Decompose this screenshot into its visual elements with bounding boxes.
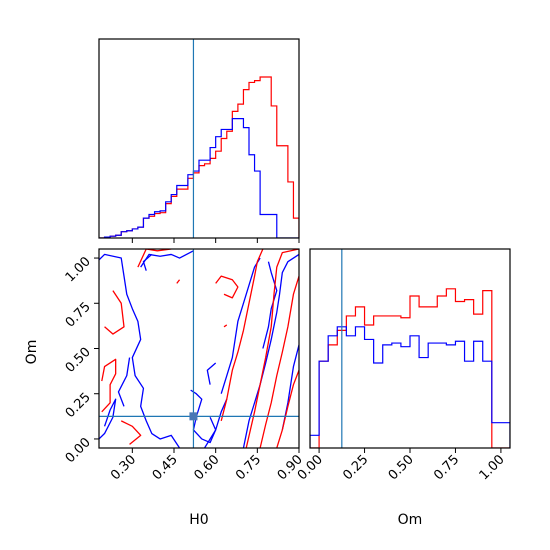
contour-line-blue	[140, 250, 194, 268]
contour-panel-h0-om: 0.30 0.45 0.60 0.75 0.900.000.250.500.751.00	[63, 248, 306, 483]
plot-area	[99, 249, 299, 448]
histogram-series-red	[99, 76, 299, 238]
histogram-panel-om: 0.00 0.25 0.50 0.75 1.00	[295, 248, 511, 483]
histogram-series-blue	[310, 326, 510, 448]
contour-line-red	[259, 275, 299, 448]
x-tick-label: 0.75	[233, 452, 264, 483]
contour-line-red	[176, 279, 181, 284]
axes-frame	[309, 248, 511, 449]
contour-line-red	[137, 249, 172, 268]
x-tick-label: 1.00	[477, 452, 508, 483]
y-tick-label: 0.25	[63, 390, 94, 421]
contour-line-blue	[142, 253, 153, 271]
x-axis-label-om: Om	[398, 512, 423, 528]
contour-line-blue	[220, 257, 261, 394]
contour-line-blue	[99, 253, 181, 448]
y-tick-label: 0.75	[63, 299, 94, 330]
contour-line-red	[215, 275, 239, 299]
contour-line-red	[104, 290, 125, 335]
histogram-series-red	[310, 288, 510, 448]
contour-line-red	[276, 369, 299, 448]
y-axis-label-om: Om	[24, 340, 40, 365]
plot-area	[99, 39, 299, 238]
contour-line-red	[245, 249, 299, 448]
x-tick-label: 0.25	[340, 452, 371, 483]
x-tick-label: 0.60	[191, 452, 222, 483]
x-tick-label: 0.30	[108, 452, 139, 483]
x-tick-label: 0.75	[431, 452, 462, 483]
x-tick-label: 0.50	[386, 452, 417, 483]
x-axis-label-h0: H0	[189, 512, 208, 528]
truth-marker	[189, 412, 198, 421]
histogram-panel-h0	[98, 38, 300, 243]
contour-line-red	[120, 420, 142, 445]
y-tick-label: 0.50	[63, 345, 94, 376]
y-tick-label: 1.00	[63, 254, 94, 285]
axis-labels: H0 Om Om	[24, 340, 422, 528]
contour-line-blue	[117, 357, 131, 407]
contour-line-red	[101, 358, 117, 413]
contour-line-red	[220, 249, 264, 422]
contour-line-blue	[242, 253, 299, 448]
histogram-series-blue	[99, 118, 299, 238]
axes-frame	[98, 38, 300, 239]
contour-line-red	[223, 324, 228, 328]
contour-line-blue	[99, 398, 117, 440]
plot-area	[310, 249, 510, 448]
contour-line-blue	[206, 362, 217, 385]
x-tick-label: 0.45	[150, 452, 181, 483]
y-tick-label: 0.00	[63, 435, 94, 466]
contour-line-blue	[204, 398, 228, 448]
